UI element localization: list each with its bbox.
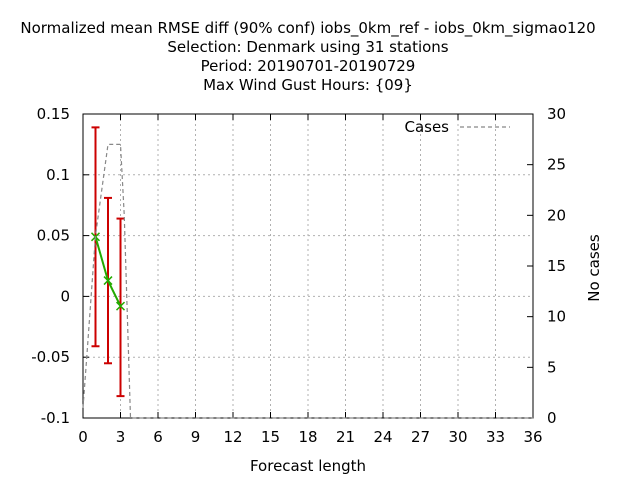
- diff-point: [115, 301, 126, 311]
- x-tick-label: 3: [116, 428, 126, 446]
- y2-axis-label: No cases: [585, 234, 603, 302]
- x-tick-label: 24: [373, 428, 392, 446]
- y-tick-labels: -0.1 -0.05 0 0.05 0.1 0.15: [31, 105, 70, 427]
- chart-title: Normalized mean RMSE diff (90% conf) iob…: [20, 19, 595, 94]
- y-tick-label: 0.05: [37, 227, 70, 245]
- y2-tick-label: 15: [547, 257, 566, 275]
- y-tick-label: -0.05: [31, 348, 70, 366]
- y2-tick-labels: 0 5 10 15 20 25 30: [547, 105, 566, 427]
- x-tick-label: 15: [261, 428, 280, 446]
- y-tick-label: 0.15: [37, 105, 70, 123]
- y2-tick-label: 20: [547, 206, 566, 224]
- x-tick-label: 18: [298, 428, 317, 446]
- x-tick-label: 0: [78, 428, 88, 446]
- x-tick-label: 36: [523, 428, 542, 446]
- y2-tick-label: 5: [547, 358, 557, 376]
- title-line-3: Max Wind Gust Hours: {09}: [203, 76, 413, 94]
- series: [82, 126, 533, 419]
- y-tick-label: 0.1: [46, 166, 70, 184]
- title-line-1: Selection: Denmark using 31 stations: [167, 38, 448, 56]
- grid: [83, 114, 533, 418]
- x-tick-label: 21: [336, 428, 355, 446]
- x-tick-label: 12: [223, 428, 242, 446]
- x-tick-label: 9: [191, 428, 201, 446]
- x-tick-label: 30: [448, 428, 467, 446]
- x-tick-label: 27: [411, 428, 430, 446]
- y-tick-label: 0: [60, 287, 70, 305]
- y2-tick-label: 30: [547, 105, 566, 123]
- y-tick-label: -0.1: [41, 409, 70, 427]
- y2-tick-label: 0: [547, 409, 557, 427]
- cases-line: [82, 143, 533, 419]
- title-line-2: Period: 20190701-20190729: [201, 57, 416, 75]
- legend: Cases: [404, 118, 510, 136]
- x-tick-label: 6: [153, 428, 163, 446]
- x-tick-labels: 0 3 6 9 12 15 18 21 24 27 30 33 36: [78, 428, 542, 446]
- title-line-0: Normalized mean RMSE diff (90% conf) iob…: [20, 19, 595, 38]
- x-tick-label: 33: [486, 428, 505, 446]
- legend-label-cases: Cases: [404, 118, 449, 136]
- x-axis-label: Forecast length: [250, 457, 366, 475]
- y2-tick-label: 10: [547, 308, 566, 326]
- diff-point: [103, 276, 113, 286]
- y2-tick-label: 25: [547, 156, 566, 174]
